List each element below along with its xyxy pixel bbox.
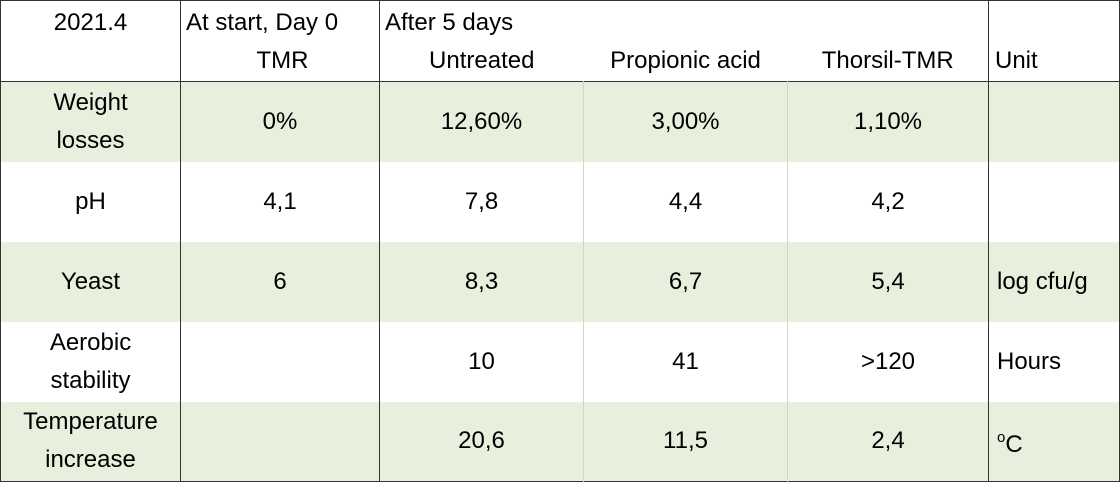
unit-cell[interactable]: Hours — [988, 321, 1120, 402]
row-label: Temperature — [23, 408, 158, 436]
header-start-cell[interactable]: At start, Day 0 TMR — [180, 0, 380, 82]
unit-text: C — [1005, 430, 1023, 458]
untreated-value-cell[interactable]: 10 — [379, 321, 584, 402]
untreated-value-cell[interactable]: 20,6 — [379, 401, 584, 482]
propionic-value-cell[interactable]: 4,4 — [583, 161, 788, 242]
col-propionic-label: Propionic acid — [610, 47, 761, 74]
start-value-cell[interactable] — [180, 321, 380, 402]
untreated-value-cell[interactable]: 12,60% — [379, 81, 584, 162]
table-row: Aerobic stability 10 41 >120 Hours — [0, 321, 1120, 402]
col-unit-label: Unit — [995, 47, 1038, 74]
start-value-cell[interactable] — [180, 401, 380, 482]
unit-cell[interactable]: oC — [988, 401, 1120, 482]
row-label-cell[interactable]: Yeast — [0, 241, 181, 322]
row-label: stability — [50, 366, 131, 394]
unit-cell[interactable] — [988, 81, 1120, 162]
header-untreated-cell[interactable]: After 5 days Untreated — [380, 1, 584, 82]
row-label: losses — [56, 126, 125, 154]
thorsil-value-cell[interactable]: 4,2 — [787, 161, 989, 242]
propionic-value-cell[interactable]: 41 — [583, 321, 788, 402]
degree-superscript: o — [997, 428, 1006, 446]
year-label: 2021.4 — [53, 9, 128, 36]
header-unit-cell[interactable]: Unit — [988, 0, 1120, 82]
row-label: Aerobic — [49, 328, 132, 356]
header-thorsil-cell[interactable]: Thorsil-TMR — [787, 0, 989, 82]
start-value-cell[interactable]: 0% — [180, 81, 380, 162]
unit-cell[interactable] — [988, 161, 1120, 242]
thorsil-value-cell[interactable]: 1,10% — [787, 81, 989, 162]
row-label-cell[interactable]: Temperature increase — [0, 401, 181, 482]
untreated-value-cell[interactable]: 7,8 — [379, 161, 584, 242]
col-thorsil-label: Thorsil-TMR — [821, 47, 954, 74]
table-row: Yeast 6 8,3 6,7 5,4 log cfu/g — [0, 241, 1120, 322]
row-label: Weight — [53, 88, 128, 116]
row-label-cell[interactable]: pH — [0, 161, 181, 242]
propionic-value-cell[interactable]: 3,00% — [583, 81, 788, 162]
table-row: pH 4,1 7,8 4,4 4,2 — [0, 161, 1120, 242]
start-value-cell[interactable]: 6 — [180, 241, 380, 322]
untreated-value-cell[interactable]: 8,3 — [379, 241, 584, 322]
header-propionic-cell[interactable]: Propionic acid — [584, 1, 788, 82]
start-sub-label: TMR — [256, 47, 309, 74]
start-label: At start, Day 0 — [186, 9, 339, 36]
start-value-cell[interactable]: 4,1 — [180, 161, 380, 242]
table-row: Weight losses 0% 12,60% 3,00% 1,10% — [0, 81, 1120, 162]
thorsil-value-cell[interactable]: 2,4 — [787, 401, 989, 482]
header-row: 2021.4 At start, Day 0 TMR After 5 days … — [0, 0, 1120, 82]
propionic-value-cell[interactable]: 11,5 — [583, 401, 788, 482]
propionic-value-cell[interactable]: 6,7 — [583, 241, 788, 322]
col-untreated-label: Untreated — [429, 47, 535, 74]
row-label: increase — [45, 446, 136, 474]
after-label: After 5 days — [385, 9, 514, 36]
unit-cell[interactable]: log cfu/g — [988, 241, 1120, 322]
table-row: Temperature increase 20,6 11,5 2,4 oC — [0, 401, 1120, 482]
header-year-cell[interactable]: 2021.4 — [0, 0, 181, 82]
row-label-cell[interactable]: Weight losses — [0, 81, 181, 162]
row-label-cell[interactable]: Aerobic stability — [0, 321, 181, 402]
thorsil-value-cell[interactable]: 5,4 — [787, 241, 989, 322]
thorsil-value-cell[interactable]: >120 — [787, 321, 989, 402]
